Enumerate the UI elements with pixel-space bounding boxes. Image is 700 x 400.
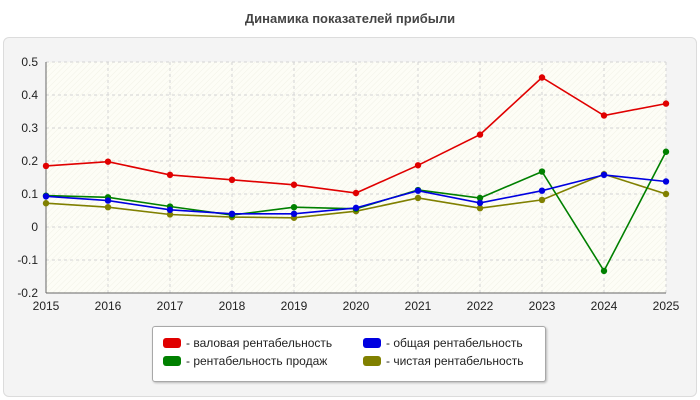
legend-label-net-margin: - чистая рентабельность xyxy=(386,354,524,368)
y-tick-label: -0.2 xyxy=(17,286,38,300)
data-point-total-margin xyxy=(166,206,174,214)
legend-item-net-margin: - чистая рентабельность xyxy=(363,354,523,368)
legend-item-sales-margin: - рентабельность продаж xyxy=(163,354,327,368)
y-tick-label: 0.5 xyxy=(21,55,38,69)
y-tick-label: 0.4 xyxy=(21,88,38,102)
legend-label-sales-margin: - рентабельность продаж xyxy=(186,354,328,368)
data-point-net-margin xyxy=(476,204,484,212)
data-point-gross-margin xyxy=(600,112,608,119)
data-point-total-margin xyxy=(600,171,608,179)
data-point-gross-margin xyxy=(414,162,422,169)
data-point-net-margin xyxy=(414,194,422,202)
x-tick-label: 2020 xyxy=(343,299,370,313)
y-tick-label: 0.1 xyxy=(21,187,38,201)
chart-legend: - валовая рентабельность - общая рентабе… xyxy=(152,326,546,382)
data-point-gross-margin xyxy=(166,171,174,179)
y-tick-label: -0.1 xyxy=(17,253,38,267)
data-point-total-margin xyxy=(42,193,50,200)
data-point-net-margin xyxy=(538,196,546,204)
x-tick-label: 2017 xyxy=(157,299,184,313)
data-point-gross-margin xyxy=(538,74,546,81)
legend-swatch-gross-margin xyxy=(163,338,181,348)
data-point-total-margin xyxy=(290,210,298,217)
data-point-total-margin xyxy=(476,199,484,207)
data-point-total-margin xyxy=(538,187,546,194)
data-point-gross-margin xyxy=(290,181,298,188)
x-tick-label: 2022 xyxy=(467,299,494,313)
legend-item-gross-margin: - валовая рентабельность xyxy=(163,336,332,350)
data-point-sales-margin xyxy=(538,168,546,175)
x-tick-label: 2024 xyxy=(591,299,618,313)
y-tick-label: 0 xyxy=(31,220,38,234)
data-point-sales-margin xyxy=(600,267,608,275)
data-point-net-margin xyxy=(166,211,174,218)
legend-swatch-total-margin xyxy=(363,338,381,348)
data-point-gross-margin xyxy=(352,189,360,197)
x-tick-label: 2018 xyxy=(219,299,246,313)
data-point-total-margin xyxy=(228,210,236,217)
data-point-gross-margin xyxy=(42,162,50,170)
x-tick-label: 2019 xyxy=(281,299,308,313)
data-point-gross-margin xyxy=(662,100,670,107)
data-point-total-margin xyxy=(414,187,422,194)
series-group xyxy=(42,74,670,275)
x-tick-label: 2023 xyxy=(529,299,556,313)
data-point-gross-margin xyxy=(228,176,236,184)
y-tick-label: 0.3 xyxy=(21,121,38,135)
y-tick-label: 0.2 xyxy=(21,154,38,168)
x-tick-label: 2021 xyxy=(405,299,432,313)
data-point-total-margin xyxy=(662,178,670,185)
data-point-sales-margin xyxy=(476,194,484,202)
data-point-gross-margin xyxy=(476,131,484,138)
legend-item-total-margin: - общая рентабельность xyxy=(363,336,523,350)
data-point-total-margin xyxy=(352,204,360,212)
x-tick-label: 2016 xyxy=(95,299,122,313)
x-tick-label: 2025 xyxy=(653,299,680,313)
legend-label-gross-margin: - валовая рентабельность xyxy=(186,336,333,350)
data-point-total-margin xyxy=(104,197,112,204)
data-point-net-margin xyxy=(104,204,112,211)
axes xyxy=(45,62,666,294)
chart-title: Динамика показателей прибыли xyxy=(244,11,456,26)
data-point-net-margin xyxy=(42,200,50,207)
legend-swatch-net-margin xyxy=(363,356,381,366)
legend-label-total-margin: - общая рентабельность xyxy=(386,336,523,350)
x-tick-label: 2015 xyxy=(33,299,60,313)
legend-swatch-sales-margin xyxy=(163,356,181,366)
data-point-gross-margin xyxy=(104,158,112,165)
data-point-sales-margin xyxy=(662,148,670,155)
data-point-net-margin xyxy=(662,190,670,198)
data-point-sales-margin xyxy=(290,204,298,211)
